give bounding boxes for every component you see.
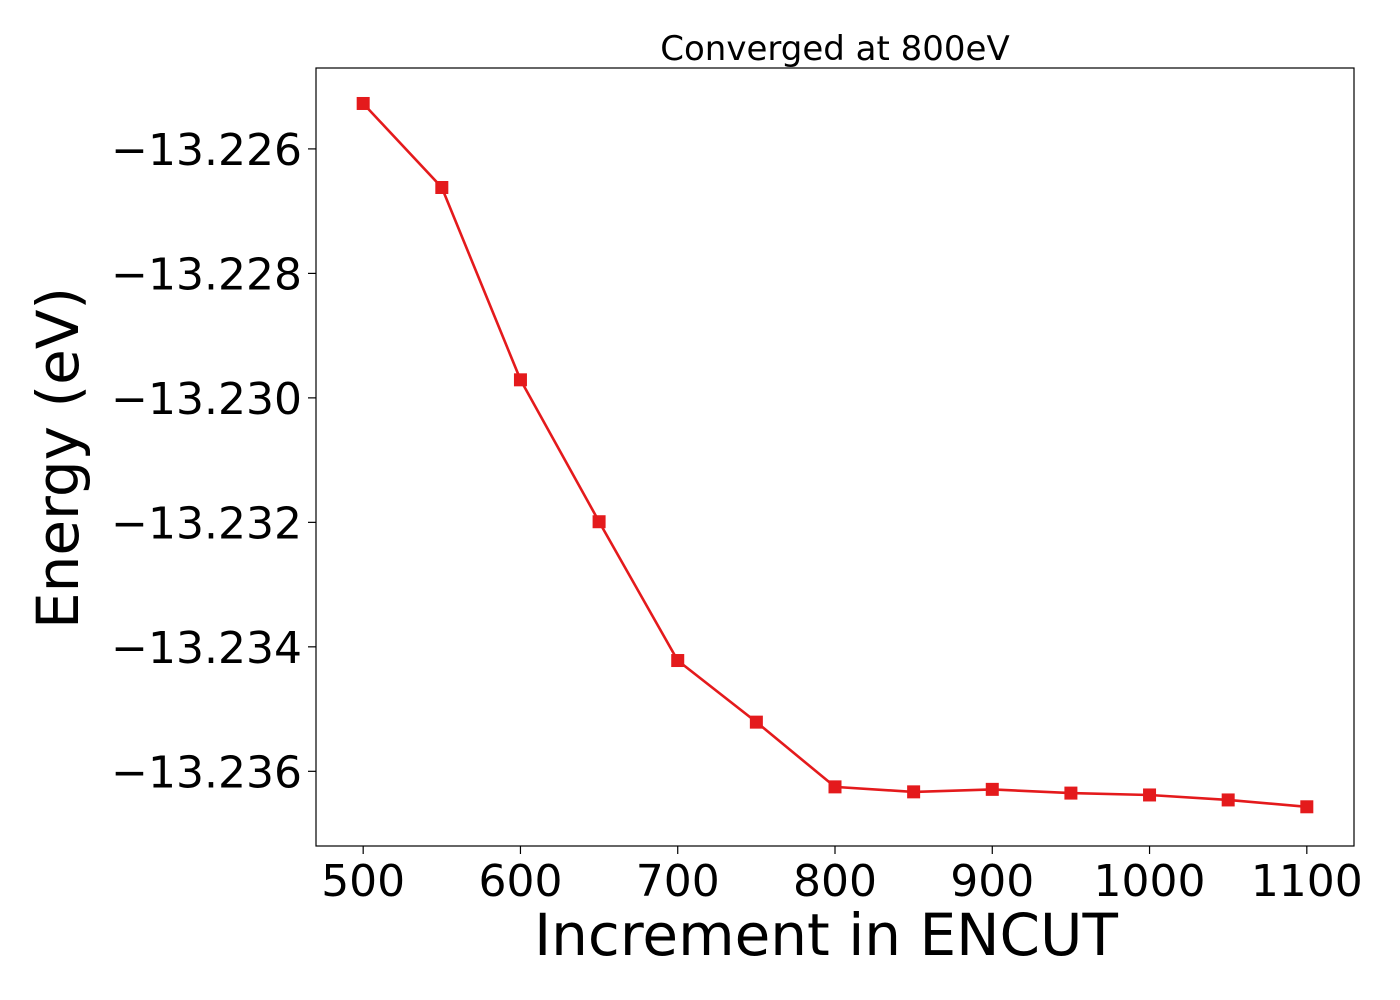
data-point-marker — [356, 96, 370, 110]
x-tick-label: 900 — [950, 856, 1034, 907]
data-point-marker — [985, 782, 999, 796]
data-point-marker — [828, 780, 842, 794]
data-point-marker — [671, 654, 685, 668]
data-point-marker — [592, 515, 606, 529]
data-point-marker — [513, 373, 527, 387]
y-tick-label: −13.226 — [111, 125, 302, 176]
y-tick-label: −13.234 — [111, 623, 302, 674]
data-point-marker — [749, 715, 763, 729]
series-line — [362, 102, 1307, 809]
y-tick-label: −13.232 — [111, 498, 302, 549]
x-tick-label: 800 — [793, 856, 877, 907]
plot-frame — [315, 67, 1355, 847]
x-axis: 500 600 700 800 900 1000 1100 — [321, 846, 1363, 907]
data-point-marker — [1064, 786, 1078, 800]
x-tick-label: 1100 — [1251, 856, 1363, 907]
data-point-marker — [1221, 793, 1235, 807]
x-tick-label: 700 — [636, 856, 720, 907]
x-tick-label: 600 — [478, 856, 562, 907]
plot-area — [315, 67, 1355, 847]
y-tick-label: −13.230 — [111, 374, 302, 425]
data-point-marker — [1143, 788, 1157, 802]
data-point-marker — [435, 181, 449, 195]
y-tick-label: −13.236 — [111, 747, 302, 798]
x-tick-label: 500 — [321, 856, 405, 907]
x-tick-label: 1000 — [1094, 856, 1206, 907]
y-axis-title: Energy (eV) — [24, 287, 92, 629]
data-point-marker — [907, 785, 921, 799]
y-axis: −13.226 −13.228 −13.230 −13.232 −13.234 −13.2… — [111, 125, 316, 798]
data-point-marker — [1300, 800, 1314, 814]
x-axis-title: Increment in ENCUT — [534, 901, 1118, 969]
series-layer — [356, 96, 1314, 814]
y-tick-label: −13.228 — [111, 249, 302, 300]
chart-title: Converged at 800eV — [660, 29, 1009, 69]
